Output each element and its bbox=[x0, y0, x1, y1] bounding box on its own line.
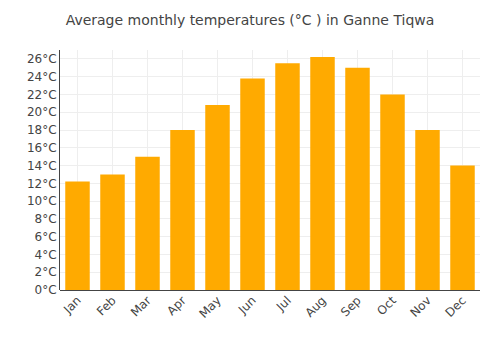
svg-text:0°C: 0°C bbox=[35, 283, 57, 297]
svg-text:24°C: 24°C bbox=[27, 70, 57, 84]
svg-text:Nov: Nov bbox=[407, 293, 433, 319]
svg-text:Jul: Jul bbox=[273, 293, 294, 314]
svg-text:Sep: Sep bbox=[338, 293, 364, 319]
svg-text:6°C: 6°C bbox=[35, 230, 57, 244]
svg-text:Mar: Mar bbox=[128, 293, 154, 319]
svg-text:Average monthly temperatures (: Average monthly temperatures (°C ) in Ga… bbox=[66, 12, 435, 28]
svg-text:14°C: 14°C bbox=[27, 159, 57, 173]
svg-text:Oct: Oct bbox=[374, 293, 399, 318]
svg-text:May: May bbox=[196, 293, 223, 320]
svg-text:4°C: 4°C bbox=[35, 248, 57, 262]
svg-text:22°C: 22°C bbox=[27, 88, 57, 102]
svg-text:Jan: Jan bbox=[60, 293, 84, 317]
svg-text:16°C: 16°C bbox=[27, 141, 57, 155]
svg-text:Aug: Aug bbox=[302, 293, 328, 319]
svg-text:Apr: Apr bbox=[164, 293, 189, 318]
svg-text:10°C: 10°C bbox=[27, 194, 57, 208]
svg-text:2°C: 2°C bbox=[35, 265, 57, 279]
svg-text:Dec: Dec bbox=[443, 293, 469, 319]
svg-text:Feb: Feb bbox=[94, 293, 119, 318]
svg-text:12°C: 12°C bbox=[27, 177, 57, 191]
svg-text:18°C: 18°C bbox=[27, 123, 57, 137]
svg-text:26°C: 26°C bbox=[27, 52, 57, 66]
svg-text:8°C: 8°C bbox=[35, 212, 57, 226]
svg-text:Jun: Jun bbox=[235, 293, 259, 317]
svg-text:20°C: 20°C bbox=[27, 105, 57, 119]
